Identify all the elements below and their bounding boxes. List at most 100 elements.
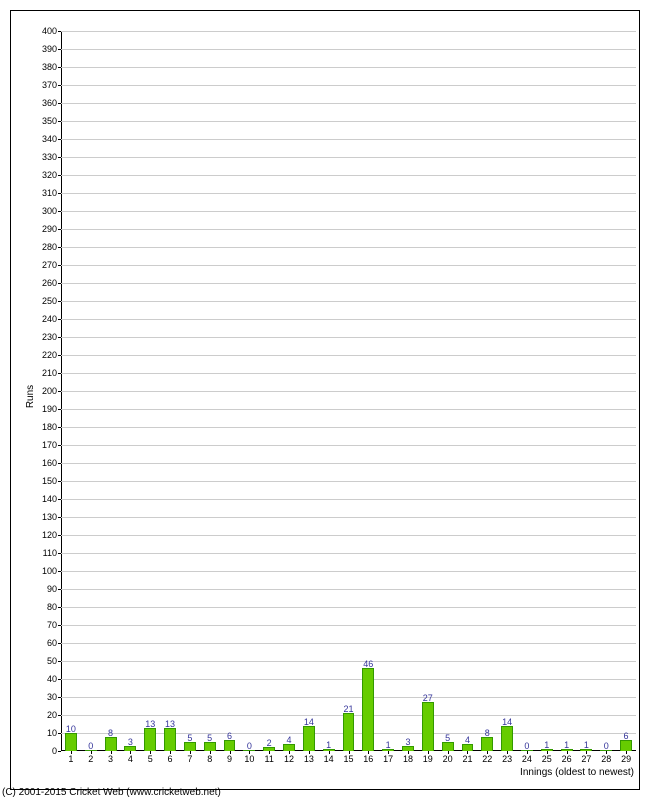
x-tick-label: 10 [244,754,254,764]
x-tick-label: 27 [581,754,591,764]
y-tick-mark [58,103,61,104]
bar: 8 [105,737,117,751]
y-tick-mark [58,463,61,464]
grid-line [61,229,636,230]
y-tick-label: 10 [47,728,57,738]
y-tick-mark [58,733,61,734]
y-tick-label: 70 [47,620,57,630]
bar-value-label: 1 [386,740,391,750]
y-tick-mark [58,283,61,284]
y-tick-mark [58,67,61,68]
x-tick-label: 6 [168,754,173,764]
y-tick-label: 330 [42,152,57,162]
y-tick-mark [58,589,61,590]
x-tick-label: 8 [207,754,212,764]
bar-value-label: 27 [423,693,433,703]
bar-value-label: 14 [502,717,512,727]
bar-value-label: 5 [187,733,192,743]
x-tick-label: 1 [68,754,73,764]
bar: 46 [362,668,374,751]
bar-value-label: 0 [88,741,93,751]
grid-line [61,427,636,428]
y-tick-mark [58,319,61,320]
x-tick-label: 12 [284,754,294,764]
grid-line [61,625,636,626]
y-tick-label: 160 [42,458,57,468]
y-tick-label: 290 [42,224,57,234]
grid-line [61,661,636,662]
x-tick-label: 23 [502,754,512,764]
y-tick-label: 300 [42,206,57,216]
y-tick-label: 220 [42,350,57,360]
y-tick-label: 140 [42,494,57,504]
bar-value-label: 1 [584,740,589,750]
x-tick-label: 28 [601,754,611,764]
bar-value-label: 13 [145,719,155,729]
x-tick-label: 17 [383,754,393,764]
y-tick-mark [58,49,61,50]
bar: 4 [462,744,474,751]
y-tick-label: 130 [42,512,57,522]
y-tick-label: 170 [42,440,57,450]
bar-value-label: 13 [165,719,175,729]
y-tick-label: 280 [42,242,57,252]
y-tick-mark [58,625,61,626]
grid-line [61,67,636,68]
y-tick-label: 210 [42,368,57,378]
bar-value-label: 10 [66,724,76,734]
grid-line [61,103,636,104]
bar-value-label: 4 [465,735,470,745]
y-tick-mark [58,499,61,500]
bar: 5 [184,742,196,751]
y-tick-mark [58,643,61,644]
grid-line [61,247,636,248]
y-tick-label: 20 [47,710,57,720]
grid-line [61,157,636,158]
bar-value-label: 3 [128,737,133,747]
y-tick-label: 150 [42,476,57,486]
y-tick-mark [58,661,61,662]
bar: 10 [65,733,77,751]
y-tick-mark [58,409,61,410]
y-tick-label: 100 [42,566,57,576]
y-tick-mark [58,229,61,230]
grid-line [61,607,636,608]
y-tick-mark [58,355,61,356]
grid-line [61,517,636,518]
bar-value-label: 46 [363,659,373,669]
bar: 13 [164,728,176,751]
bar-value-label: 0 [604,741,609,751]
y-tick-mark [58,175,61,176]
y-tick-mark [58,445,61,446]
grid-line [61,49,636,50]
grid-line [61,301,636,302]
grid-line [61,589,636,590]
y-tick-mark [58,265,61,266]
grid-line [61,319,636,320]
y-tick-mark [58,535,61,536]
y-tick-label: 310 [42,188,57,198]
grid-line [61,121,636,122]
grid-line [61,139,636,140]
plot-area: 0102030405060708090100110120130140150160… [61,31,636,751]
y-tick-label: 270 [42,260,57,270]
grid-line [61,391,636,392]
x-tick-label: 9 [227,754,232,764]
bar: 8 [481,737,493,751]
grid-line [61,409,636,410]
grid-line [61,697,636,698]
x-tick-label: 5 [148,754,153,764]
y-tick-label: 360 [42,98,57,108]
bar-value-label: 21 [343,704,353,714]
y-tick-label: 390 [42,44,57,54]
grid-line [61,643,636,644]
bar-value-label: 4 [286,735,291,745]
chart-frame: 0102030405060708090100110120130140150160… [10,10,640,790]
x-tick-label: 29 [621,754,631,764]
y-tick-mark [58,139,61,140]
grid-line [61,535,636,536]
y-tick-mark [58,193,61,194]
y-tick-mark [58,301,61,302]
grid-line [61,553,636,554]
y-tick-label: 370 [42,80,57,90]
